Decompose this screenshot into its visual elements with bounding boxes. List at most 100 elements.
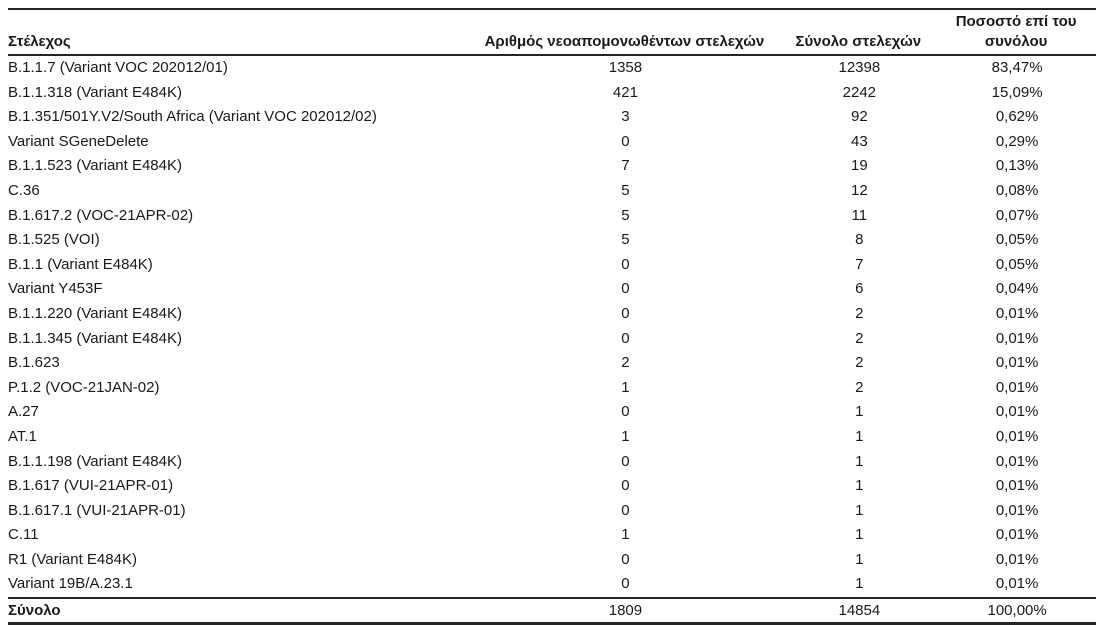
strain-name: B.1.617 (VUI-21APR-01) [8, 477, 174, 495]
table-row: B.1.617.2 (VOC-21APR-02) 5 11 0,07% [8, 204, 1096, 229]
total-percentage-value: 100,00% [938, 597, 1096, 626]
new-isolates-count: 0 [621, 304, 630, 322]
table-row: R1 (Variant E484K) 0 1 0,01% [8, 548, 1096, 573]
new-isolates-count: 0 [621, 501, 630, 519]
table-row: Variant SGeneDelete 0 43 0,29% [8, 130, 1096, 155]
strain-name: A.27 [8, 403, 39, 421]
strain-name: Variant Y453F [8, 280, 103, 298]
table-row: C.36 5 12 0,08% [8, 179, 1096, 204]
new-isolates-count: 0 [621, 575, 630, 593]
percentage-value: 0,07% [995, 206, 1039, 224]
strain-name: B.1.1.220 (Variant E484K) [8, 304, 182, 322]
variant-strains-table: Στέλεχος Αριθμός νεοαπομονωθέντων στελεχ… [8, 8, 1096, 626]
total-strains-count: 8 [855, 231, 864, 249]
col-header-strain: Στέλεχος [8, 8, 471, 56]
total-strains-count: 14854 [780, 597, 939, 626]
total-strains-count: 1 [855, 526, 864, 544]
total-new-isolates-count: 1809 [470, 597, 781, 626]
table-row: B.1.1 (Variant E484K) 0 7 0,05% [8, 253, 1096, 278]
percentage-value: 0,01% [995, 526, 1039, 544]
new-isolates-count: 1358 [608, 59, 643, 76]
table-body: B.1.1.7 (Variant VOC 202012/01) 1358 12398… [8, 55, 1096, 598]
strain-name: B.1.1.318 (Variant E484K) [8, 83, 182, 101]
percentage-value: 0,04% [995, 280, 1039, 298]
total-strains-count: 1 [855, 501, 864, 519]
strain-name: B.1.1 (Variant E484K) [8, 255, 153, 273]
strain-name: C.11 [8, 526, 39, 544]
percentage-value: 0,01% [995, 354, 1039, 372]
table-row: B.1.1.523 (Variant E484K) 7 19 0,13% [8, 154, 1096, 179]
table-row: B.1.1.7 (Variant VOC 202012/01) 1358 12398… [8, 55, 1096, 81]
col-header-total-strains: Σύνολο στελεχών [780, 8, 939, 56]
total-strains-count: 12 [851, 181, 868, 199]
table-row: A.27 0 1 0,01% [8, 400, 1096, 425]
table-row: B.1.351/501Y.V2/South Africa (Variant VO… [8, 105, 1096, 130]
total-strains-count: 2 [855, 378, 864, 396]
table-row: AT.1 1 1 0,01% [8, 425, 1096, 450]
new-isolates-count: 0 [621, 452, 630, 470]
strain-name: B.1.1.523 (Variant E484K) [8, 157, 182, 175]
strain-name: AT.1 [8, 427, 37, 445]
total-label: Σύνολο [8, 597, 471, 626]
percentage-value: 15,09% [991, 83, 1043, 101]
percentage-value: 0,08% [995, 181, 1039, 199]
new-isolates-count: 5 [621, 231, 630, 249]
percentage-value: 0,05% [995, 255, 1039, 273]
table-row: P.1.2 (VOC-21JAN-02) 1 2 0,01% [8, 376, 1096, 401]
total-row: Σύνολο 1809 14854 100,00% [8, 597, 1096, 626]
table-row: B.1.525 (VOI) 5 8 0,05% [8, 228, 1096, 253]
col-header-percentage: Ποσοστό επί του συνόλου [938, 8, 1096, 56]
total-strains-count: 1 [855, 403, 864, 421]
new-isolates-count: 0 [621, 280, 630, 298]
percentage-value: 0,01% [995, 575, 1039, 593]
table-row: B.1.1.318 (Variant E484K) 421 2242 15,09% [8, 81, 1096, 106]
strain-name: B.1.351/501Y.V2/South Africa (Variant VO… [8, 108, 377, 126]
percentage-value: 0,62% [995, 108, 1039, 126]
strain-name: R1 (Variant E484K) [8, 550, 137, 568]
new-isolates-count: 421 [612, 83, 638, 101]
strain-name: P.1.2 (VOC-21JAN-02) [8, 378, 160, 396]
total-strains-count: 2 [855, 354, 864, 372]
total-strains-count: 1 [855, 550, 864, 568]
total-strains-count: 1 [855, 427, 864, 445]
new-isolates-count: 5 [621, 206, 630, 224]
percentage-value: 0,01% [995, 304, 1039, 322]
total-strains-count: 2242 [842, 83, 877, 101]
strain-name: B.1.525 (VOI) [8, 231, 100, 249]
total-strains-count: 1 [855, 477, 864, 495]
strain-name: B.1.617.1 (VUI-21APR-01) [8, 501, 186, 519]
new-isolates-count: 2 [621, 354, 630, 372]
strain-name: Variant 19B/A.23.1 [8, 575, 133, 593]
total-strains-count: 12398 [838, 59, 881, 76]
percentage-value: 0,01% [995, 501, 1039, 519]
new-isolates-count: 0 [621, 477, 630, 495]
new-isolates-count: 7 [621, 157, 630, 175]
total-strains-count: 6 [855, 280, 864, 298]
percentage-value: 0,01% [995, 378, 1039, 396]
total-strains-count: 92 [851, 108, 868, 126]
percentage-value: 83,47% [991, 59, 1043, 76]
new-isolates-count: 0 [621, 550, 630, 568]
new-isolates-count: 1 [621, 526, 630, 544]
percentage-value: 0,01% [995, 550, 1039, 568]
total-strains-count: 7 [855, 255, 864, 273]
total-strains-count: 1 [855, 452, 864, 470]
table-row: Variant 19B/A.23.1 0 1 0,01% [8, 572, 1096, 598]
total-strains-count: 1 [855, 575, 864, 593]
percentage-value: 0,01% [995, 403, 1039, 421]
table-row: B.1.1.345 (Variant E484K) 0 2 0,01% [8, 327, 1096, 352]
table-row: B.1.617 (VUI-21APR-01) 0 1 0,01% [8, 474, 1096, 499]
strain-name: C.36 [8, 181, 40, 199]
table-row: B.1.1.220 (Variant E484K) 0 2 0,01% [8, 302, 1096, 327]
percentage-value: 0,29% [995, 132, 1039, 150]
new-isolates-count: 5 [621, 181, 630, 199]
new-isolates-count: 0 [621, 255, 630, 273]
total-strains-count: 11 [851, 206, 868, 224]
table-row: B.1.623 2 2 0,01% [8, 351, 1096, 376]
strain-name: B.1.1.198 (Variant E484K) [8, 452, 182, 470]
new-isolates-count: 0 [621, 329, 630, 347]
strain-name: Variant SGeneDelete [8, 132, 149, 150]
total-strains-count: 2 [855, 304, 864, 322]
new-isolates-count: 3 [621, 108, 630, 126]
percentage-value: 0,01% [995, 477, 1039, 495]
